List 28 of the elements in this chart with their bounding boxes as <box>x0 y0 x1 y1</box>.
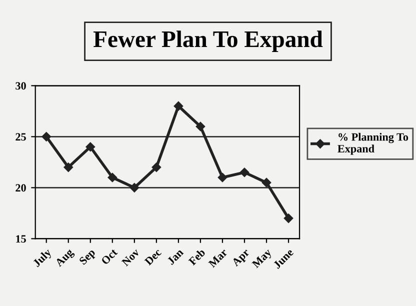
legend-label: % Planning To Expand <box>338 132 408 155</box>
point <box>86 142 96 152</box>
x-tick-label: Sep <box>78 248 98 267</box>
y-tick-label: 20 <box>16 184 26 192</box>
point <box>152 162 162 172</box>
x-tick-label: Dec <box>144 248 162 266</box>
point <box>42 132 51 142</box>
x-tick-label: Apr <box>231 248 252 268</box>
point <box>174 101 184 111</box>
x-tick-label: Nov <box>121 248 140 267</box>
point <box>108 172 118 182</box>
y-tick-label: 15 <box>16 235 26 243</box>
x-tick-label: Jan <box>166 248 184 266</box>
y-tick-label: 30 <box>16 82 26 90</box>
point <box>130 183 140 192</box>
point <box>284 214 294 223</box>
point <box>240 168 250 178</box>
y-tick-label: 25 <box>16 133 26 141</box>
chart-title: Fewer Plan To Expand <box>93 30 323 52</box>
x-tick-label: Mar <box>208 248 228 268</box>
point <box>218 172 228 182</box>
x-tick-label: Feb <box>188 248 206 266</box>
point <box>196 122 206 132</box>
x-tick-label: Aug <box>54 248 76 269</box>
x-tick-label: July <box>32 248 54 269</box>
point <box>262 178 272 188</box>
point <box>64 162 74 172</box>
x-tick-label: Oct <box>100 248 118 266</box>
